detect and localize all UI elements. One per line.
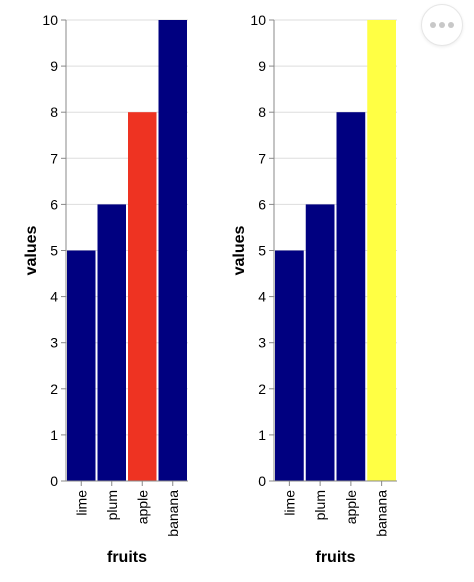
chart-1: 0 1 2 3 4 5 6 7 8 9 10 lime plum apple banana fruits val…	[23, 12, 188, 566]
bar-lime[interactable]	[67, 250, 96, 482]
x-tick-label: lime	[281, 490, 297, 516]
y-tick-label: 4	[50, 289, 58, 305]
more-horizontal-icon	[430, 22, 436, 28]
bar-plum[interactable]	[305, 204, 335, 481]
y-tick-label: 6	[50, 196, 58, 212]
y-tick-label: 1	[50, 427, 58, 443]
y-tick-label: 8	[258, 104, 266, 120]
y-tick-label: 6	[258, 196, 266, 212]
y-tick-label: 7	[50, 150, 58, 166]
x-tick-label: plum	[312, 490, 328, 520]
y-tick-label: 8	[50, 104, 58, 120]
y-tick-label: 3	[258, 335, 266, 351]
y-axis-title: values	[23, 225, 40, 275]
y-tick-label: 9	[258, 58, 266, 74]
chart-2: 0 1 2 3 4 5 6 7 8 9 10 lime plum apple banana fruits val…	[231, 12, 397, 566]
bar-apple[interactable]	[336, 112, 366, 481]
x-tick-label: banana	[165, 490, 181, 537]
y-tick-label: 2	[50, 381, 58, 397]
y-tick-label: 7	[258, 150, 266, 166]
y-tick-label: 5	[258, 243, 266, 259]
y-tick-label: 5	[50, 243, 58, 259]
x-axis-title: fruits	[107, 549, 147, 566]
more-dot	[448, 22, 454, 28]
y-tick-label: 10	[42, 12, 58, 28]
more-dot	[439, 22, 445, 28]
bar-lime[interactable]	[275, 250, 304, 482]
x-tick-label: apple	[134, 490, 150, 524]
bar-plum[interactable]	[97, 204, 127, 481]
x-axis-title: fruits	[316, 549, 356, 566]
y-tick-label: 4	[258, 289, 266, 305]
y-tick-label: 10	[250, 12, 266, 28]
actions-menu-button[interactable]	[421, 4, 463, 46]
y-tick-label: 3	[50, 335, 58, 351]
bar-apple[interactable]	[128, 112, 157, 481]
y-axis-title: values	[231, 225, 248, 275]
x-tick-label: plum	[104, 490, 120, 520]
y-tick-label: 2	[258, 381, 266, 397]
y-tick-label: 9	[50, 58, 58, 74]
bar-banana[interactable]	[367, 20, 396, 481]
x-tick-label: apple	[343, 490, 359, 524]
y-tick-label: 1	[258, 427, 266, 443]
bar-banana[interactable]	[158, 20, 188, 481]
x-tick-label: banana	[374, 490, 390, 537]
x-tick-label: lime	[73, 490, 89, 516]
y-tick-label: 0	[258, 473, 266, 489]
y-tick-label: 0	[50, 473, 58, 489]
